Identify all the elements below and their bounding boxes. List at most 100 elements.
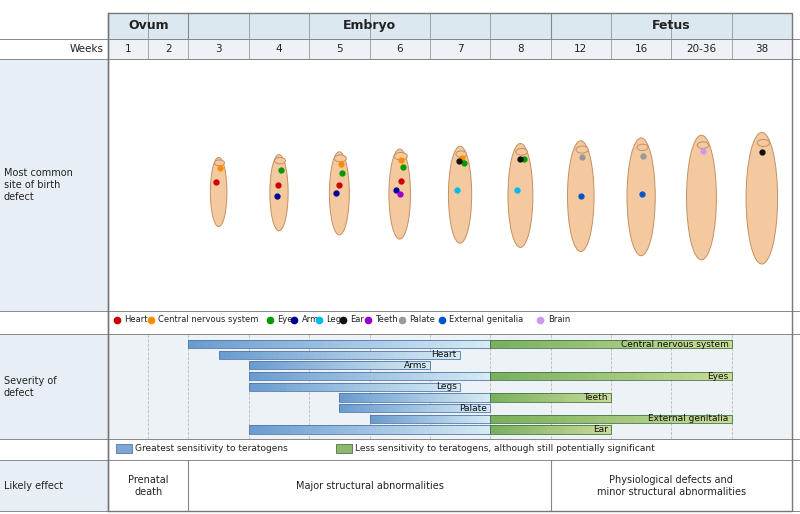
Bar (460, 340, 468, 348)
Bar (409, 415, 412, 423)
Bar (400, 404, 403, 412)
Bar (510, 415, 519, 423)
Bar (396, 404, 400, 412)
Bar (448, 415, 451, 423)
Bar (273, 426, 279, 434)
Bar (318, 383, 322, 391)
Bar (270, 383, 275, 391)
Text: Likely effect: Likely effect (4, 481, 63, 491)
Bar (444, 383, 450, 391)
Text: Eyes: Eyes (707, 372, 729, 380)
Bar (616, 415, 626, 423)
Bar (524, 426, 529, 434)
Bar (592, 426, 597, 434)
Bar (291, 351, 297, 359)
Bar (254, 361, 258, 370)
Bar (674, 372, 683, 380)
Bar (693, 340, 702, 348)
Bar (354, 383, 360, 391)
Bar (538, 415, 548, 423)
Ellipse shape (567, 141, 594, 251)
Bar (327, 426, 334, 434)
Bar (567, 372, 577, 380)
Bar (317, 340, 324, 348)
Bar (712, 415, 722, 423)
Bar (412, 426, 418, 434)
Bar (577, 393, 582, 401)
Bar (478, 372, 484, 380)
Bar (285, 426, 291, 434)
Bar (602, 393, 606, 401)
Bar (338, 383, 344, 391)
Bar (490, 372, 732, 380)
Bar (108, 334, 792, 439)
Bar (422, 404, 426, 412)
Bar (468, 393, 471, 401)
Bar (370, 415, 373, 423)
Bar (418, 383, 423, 391)
Text: Eye: Eye (277, 315, 293, 324)
Bar (479, 393, 482, 401)
Bar (436, 372, 442, 380)
Bar (385, 361, 389, 370)
Bar (422, 393, 426, 401)
Bar (290, 361, 294, 370)
Bar (424, 415, 427, 423)
Bar (370, 404, 374, 412)
Bar (469, 415, 472, 423)
Text: 4: 4 (276, 44, 282, 54)
Bar (572, 393, 577, 401)
Bar (108, 311, 792, 328)
Bar (430, 426, 436, 434)
Bar (400, 340, 407, 348)
Text: Major structural abnormalities: Major structural abnormalities (295, 481, 443, 491)
Bar (294, 361, 298, 370)
Text: 1: 1 (125, 44, 131, 54)
Bar (392, 404, 396, 412)
Text: 16: 16 (634, 44, 648, 54)
Bar (334, 372, 339, 380)
Text: Palate: Palate (459, 403, 487, 413)
Bar (303, 372, 309, 380)
Bar (108, 13, 792, 39)
Bar (418, 372, 424, 380)
Bar (261, 426, 267, 434)
Bar (553, 393, 558, 401)
Bar (486, 393, 490, 401)
Ellipse shape (746, 133, 778, 264)
Bar (377, 404, 381, 412)
Bar (388, 393, 392, 401)
Bar (362, 404, 366, 412)
Bar (267, 372, 273, 380)
Bar (322, 426, 327, 434)
Bar (249, 383, 460, 391)
Bar (386, 383, 391, 391)
Bar (453, 404, 456, 412)
Bar (377, 340, 385, 348)
Bar (354, 340, 362, 348)
Text: 12: 12 (574, 44, 587, 54)
Bar (339, 340, 347, 348)
Bar (482, 340, 490, 348)
Bar (702, 340, 712, 348)
Bar (582, 393, 587, 401)
Bar (297, 426, 303, 434)
Bar (490, 340, 500, 348)
Bar (577, 426, 582, 434)
Bar (330, 361, 335, 370)
Bar (406, 372, 412, 380)
Bar (645, 340, 654, 348)
Bar (403, 393, 407, 401)
Bar (0, 59, 108, 311)
Bar (362, 361, 366, 370)
Bar (285, 351, 291, 359)
Bar (482, 393, 486, 401)
Bar (326, 361, 330, 370)
Bar (454, 426, 460, 434)
Bar (346, 372, 351, 380)
Bar (347, 393, 350, 401)
Bar (490, 426, 495, 434)
Bar (298, 361, 303, 370)
Bar (426, 404, 430, 412)
Bar (597, 393, 602, 401)
